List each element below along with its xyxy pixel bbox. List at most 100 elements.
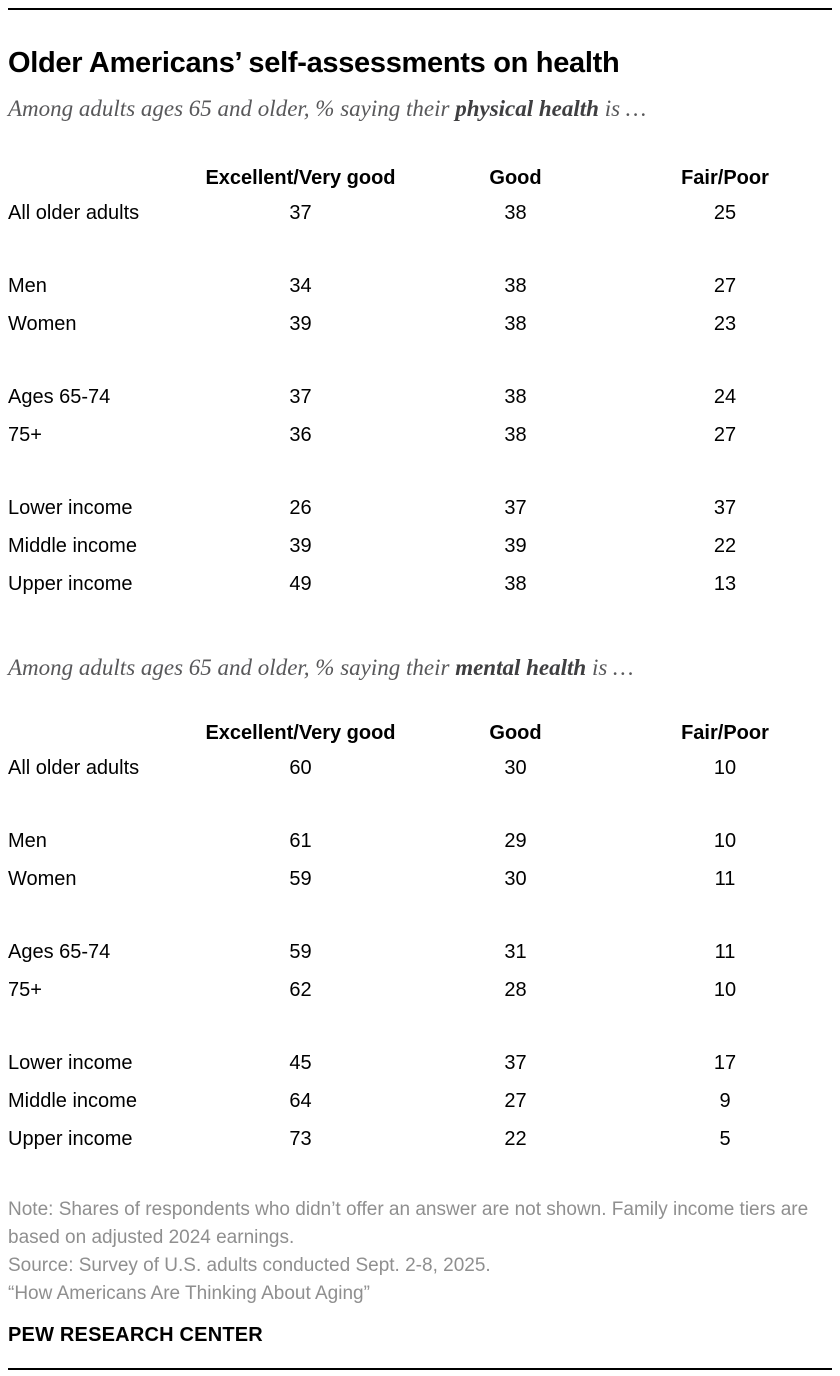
subtitle-emphasis: mental health — [455, 655, 587, 680]
table-body: All older adults 60 30 10 Men 61 29 10 Women 59 30… — [8, 749, 832, 1158]
cell-value: 61 — [289, 830, 312, 852]
cell-value: 11 — [714, 868, 736, 890]
cell-value: 60 — [289, 757, 312, 779]
top-rule — [8, 8, 832, 10]
subtitle-physical-health: Among adults ages 65 and older, % saying… — [8, 94, 832, 124]
cell-value: 39 — [289, 313, 312, 335]
row-label: Men — [8, 830, 47, 852]
cell-value: 29 — [504, 830, 527, 852]
row-label: Middle income — [8, 535, 137, 557]
cell-value: 45 — [289, 1052, 312, 1074]
cell-value: 59 — [289, 868, 312, 890]
cell-value: 28 — [504, 979, 527, 1001]
row-label: Middle income — [8, 1090, 137, 1112]
cell-value: 27 — [713, 275, 737, 297]
table-row: Women 39 38 23 — [8, 305, 832, 343]
cell-value: 11 — [714, 941, 736, 963]
table-body: All older adults 37 38 25 Men 34 38 27 Women 39 38… — [8, 194, 832, 603]
cell-value: 38 — [504, 573, 527, 595]
cell-value: 27 — [713, 424, 737, 446]
table-header-row: Excellent/Very good Good Fair/Poor — [8, 164, 832, 192]
cell-value: 38 — [504, 386, 527, 408]
cell-value: 30 — [504, 868, 527, 890]
cell-value: 38 — [504, 275, 527, 297]
cell-value: 17 — [713, 1052, 737, 1074]
cell-value: 59 — [289, 941, 312, 963]
cell-value: 64 — [289, 1090, 312, 1112]
table-row: Upper income 49 38 13 — [8, 565, 832, 603]
cell-value: 49 — [289, 573, 312, 595]
cell-value: 25 — [713, 202, 737, 224]
cell-value: 36 — [289, 424, 312, 446]
row-label: Ages 65-74 — [8, 941, 111, 963]
column-header: Excellent/Very good — [205, 167, 396, 189]
source-text: Source: Survey of U.S. adults conducted … — [8, 1255, 491, 1276]
footer: Note: Shares of respondents who didn’t o… — [8, 1196, 832, 1308]
table-row: All older adults 60 30 10 — [8, 749, 832, 787]
cell-value: 37 — [504, 497, 527, 519]
mental-health-table: Excellent/Very good Good Fair/Poor All old… — [8, 719, 832, 1158]
row-label: All older adults — [8, 757, 140, 779]
row-label: Ages 65-74 — [8, 386, 111, 408]
cell-value: 13 — [713, 573, 737, 595]
table-row: Men 34 38 27 — [8, 267, 832, 305]
cell-value: 22 — [504, 1128, 527, 1150]
table-header-row: Excellent/Very good Good Fair/Poor — [8, 719, 832, 747]
note-text: Note: Shares of respondents who didn’t o… — [8, 1199, 809, 1248]
row-label: All older adults — [8, 202, 140, 224]
table-row: Middle income 39 39 22 — [8, 527, 832, 565]
cell-value: 73 — [289, 1128, 312, 1150]
cell-value: 38 — [504, 313, 527, 335]
table-row: Lower income 26 37 37 — [8, 489, 832, 527]
physical-health-table: Excellent/Very good Good Fair/Poor All old… — [8, 164, 832, 603]
table-row: 75+ 36 38 27 — [8, 416, 832, 454]
cell-value: 27 — [504, 1090, 527, 1112]
subtitle-suffix: is … — [598, 96, 647, 121]
row-label: Men — [8, 275, 47, 297]
cell-value: 22 — [713, 535, 737, 557]
subtitle-mental-health: Among adults ages 65 and older, % saying… — [8, 653, 832, 683]
cell-value: 39 — [504, 535, 527, 557]
subtitle-suffix: is … — [586, 655, 634, 680]
cell-value: 10 — [713, 830, 737, 852]
table-row: 75+ 62 28 10 — [8, 971, 832, 1009]
row-label: Lower income — [8, 1052, 133, 1074]
subtitle-prefix: Among adults ages 65 and older, % saying… — [8, 655, 456, 680]
cell-value: 38 — [504, 202, 527, 224]
cell-value: 30 — [504, 757, 527, 779]
table-row: All older adults 37 38 25 — [8, 194, 832, 232]
column-header: Good — [489, 722, 542, 744]
cell-value: 38 — [504, 424, 527, 446]
row-label: Women — [8, 313, 77, 335]
table-row: Upper income 73 22 5 — [8, 1120, 832, 1158]
cell-value: 10 — [713, 979, 737, 1001]
cell-value: 37 — [504, 1052, 527, 1074]
cell-value: 5 — [719, 1128, 731, 1150]
table-row: Ages 65-74 59 31 11 — [8, 933, 832, 971]
cell-value: 34 — [289, 275, 312, 297]
cell-value: 39 — [289, 535, 312, 557]
table-header-row: Excellent/Very good Good Fair/Poor — [8, 719, 832, 747]
cell-value: 23 — [713, 313, 737, 335]
subtitle-emphasis: physical health — [455, 96, 599, 121]
report-title: “How Americans Are Thinking About Aging” — [8, 1283, 370, 1304]
subtitle-prefix: Among adults ages 65 and older, % saying… — [8, 96, 456, 121]
column-header: Fair/Poor — [681, 167, 769, 189]
cell-value: 37 — [289, 386, 312, 408]
cell-value: 31 — [504, 941, 527, 963]
column-header: Excellent/Very good — [205, 722, 396, 744]
cell-value: 9 — [719, 1090, 731, 1112]
row-label: 75+ — [8, 979, 42, 1001]
row-label: Upper income — [8, 1128, 133, 1150]
column-header: Good — [489, 167, 542, 189]
cell-value: 37 — [713, 497, 737, 519]
page-title: Older Americans’ self-assessments on hea… — [8, 47, 620, 79]
cell-value: 26 — [289, 497, 312, 519]
cell-value: 10 — [713, 757, 737, 779]
column-header: Fair/Poor — [681, 722, 769, 744]
cell-value: 37 — [289, 202, 312, 224]
row-label: Lower income — [8, 497, 133, 519]
table-row: Middle income 64 27 9 — [8, 1082, 832, 1120]
row-label: Women — [8, 868, 77, 890]
